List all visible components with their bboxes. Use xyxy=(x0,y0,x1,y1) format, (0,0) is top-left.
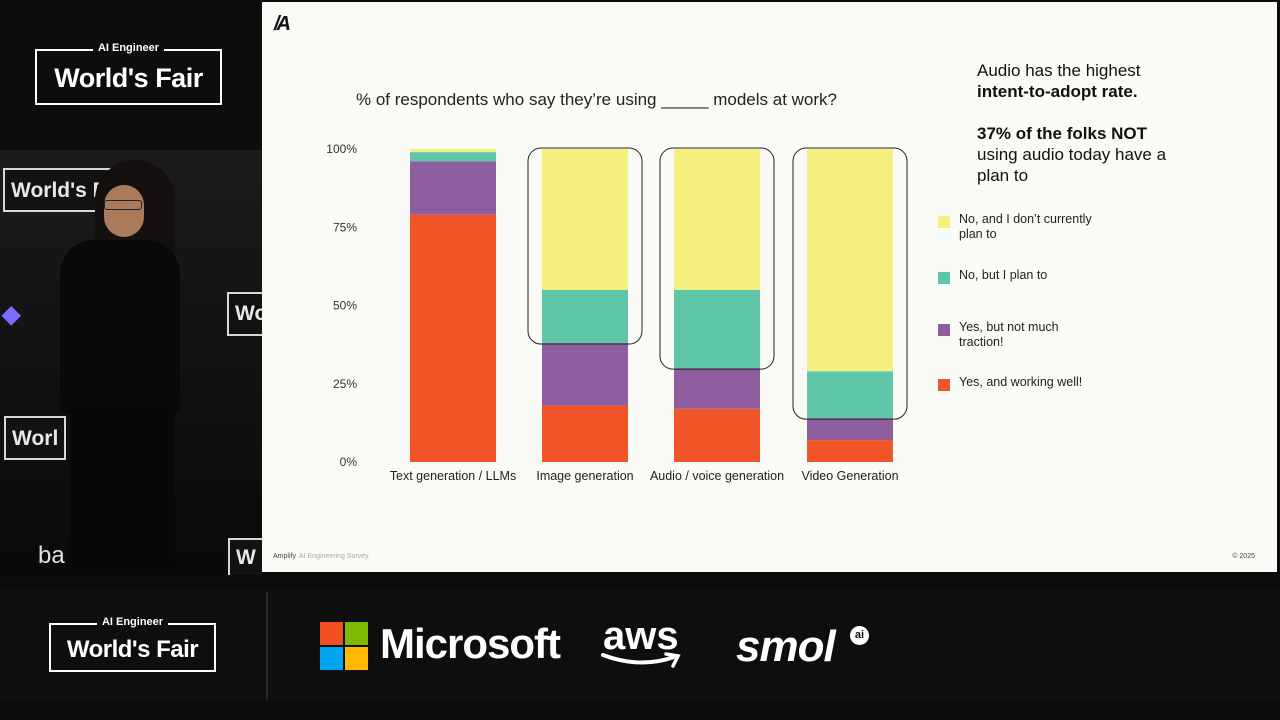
microsoft-logo-square xyxy=(345,647,368,670)
bar-segment xyxy=(542,343,628,406)
bar-segment xyxy=(542,149,628,290)
legend-swatch xyxy=(938,216,950,228)
x-category-label: Image generation xyxy=(536,469,633,483)
chart-title: % of respondents who say they’re using _… xyxy=(356,90,837,109)
y-tick-label: 100% xyxy=(326,142,357,156)
aws-logo-text: aws xyxy=(603,614,679,658)
legend-swatch xyxy=(938,324,950,336)
bar-segment xyxy=(807,371,893,419)
callout-line: Audio has the highest xyxy=(977,61,1141,80)
aws-smile-icon xyxy=(601,652,681,668)
slide-footer-source: Amplify AI Engineering Survey xyxy=(273,553,369,560)
x-category-label: Video Generation xyxy=(801,469,898,483)
legend-label: Yes, and working well! xyxy=(959,375,1083,389)
presentation-slide: /A % of respondents who say they’re usin… xyxy=(262,2,1277,572)
y-tick-label: 50% xyxy=(333,299,357,313)
y-tick-label: 75% xyxy=(333,220,357,234)
event-logo-panel: AI Engineer World's Fair xyxy=(0,0,262,150)
x-category-label: Text generation / LLMs xyxy=(390,469,516,483)
microsoft-logo-square xyxy=(320,622,343,645)
microsoft-logo-square xyxy=(345,622,368,645)
stage-logo-backdrop: Wo xyxy=(227,292,262,336)
callout-line: using audio today have a xyxy=(977,145,1167,164)
stacked-bar-chart: 0% 25% 50% 75% 100% Text generation / LLMs Ima… xyxy=(326,142,908,483)
legend-label: No, but I plan to xyxy=(959,268,1048,282)
stage-logo-backdrop: W xyxy=(228,538,262,575)
bar-segment xyxy=(542,405,628,462)
slide-footer-copyright: © 2025 xyxy=(1232,553,1255,560)
event-logo-text: World's Fair xyxy=(66,636,199,663)
amplify-logo-icon: /A xyxy=(274,13,291,35)
event-logo-small-text: AI Engineer xyxy=(96,616,169,628)
highlight-outline xyxy=(527,147,643,345)
event-logo-small-text: AI Engineer xyxy=(92,42,165,54)
bar-segment xyxy=(410,161,496,215)
callout-line-bold: intent-to-adopt rate. xyxy=(977,82,1138,101)
speaker-video-feed: World's F ◆ Wo Worl ba er W xyxy=(0,150,262,575)
bar-segment xyxy=(674,149,760,290)
smol-logo-text: smol xyxy=(736,622,836,671)
x-category-label: Audio / voice generation xyxy=(650,469,784,483)
event-logo-text: World's Fair xyxy=(54,63,203,93)
bar-segment xyxy=(807,418,893,441)
stage-banner-text: ba xyxy=(38,542,65,569)
legend-label: Yes, but not much traction! xyxy=(959,320,1059,349)
speaker-legs xyxy=(70,405,175,575)
bar-segment xyxy=(410,152,496,162)
callout-text: Audio has the highest intent-to-adopt ra… xyxy=(977,60,1217,186)
y-tick-label: 25% xyxy=(333,377,357,391)
bar-segment xyxy=(542,289,628,344)
bar-segment xyxy=(674,368,760,409)
event-logo: AI Engineer World's Fair xyxy=(35,42,222,105)
smol-ai-badge: ai xyxy=(850,626,869,645)
microsoft-logo-square xyxy=(320,647,343,670)
highlight-outline xyxy=(659,147,775,370)
microsoft-logo-icon xyxy=(320,622,368,670)
bar-segment xyxy=(410,214,496,462)
speaker-body xyxy=(60,240,180,415)
bar-segment xyxy=(674,289,760,369)
bar-segment xyxy=(410,149,496,153)
event-logo-footer: AI Engineer World's Fair xyxy=(49,616,216,672)
microsoft-logo-text: Microsoft xyxy=(380,620,561,667)
stage-logo-backdrop: World's F xyxy=(3,168,113,212)
speaker-glasses xyxy=(104,200,142,210)
highlight-outline xyxy=(792,147,908,420)
legend-swatch xyxy=(938,379,950,391)
sponsor-divider xyxy=(266,592,268,700)
legend-label: No, and I don’t currently plan to xyxy=(959,212,1092,241)
stage-logo-backdrop: Worl xyxy=(4,416,66,460)
bar-segment xyxy=(807,149,893,372)
speaker-face xyxy=(104,185,144,237)
y-tick-label: 0% xyxy=(340,455,358,469)
bar-segment xyxy=(807,440,893,462)
callout-line-bold: 37% of the folks NOT xyxy=(977,124,1148,143)
stage-logo-shape: ◆ xyxy=(2,301,21,328)
sponsor-band xyxy=(0,590,1280,702)
callout-line: plan to xyxy=(977,166,1029,185)
bar-segment xyxy=(674,408,760,462)
legend-swatch xyxy=(938,272,950,284)
